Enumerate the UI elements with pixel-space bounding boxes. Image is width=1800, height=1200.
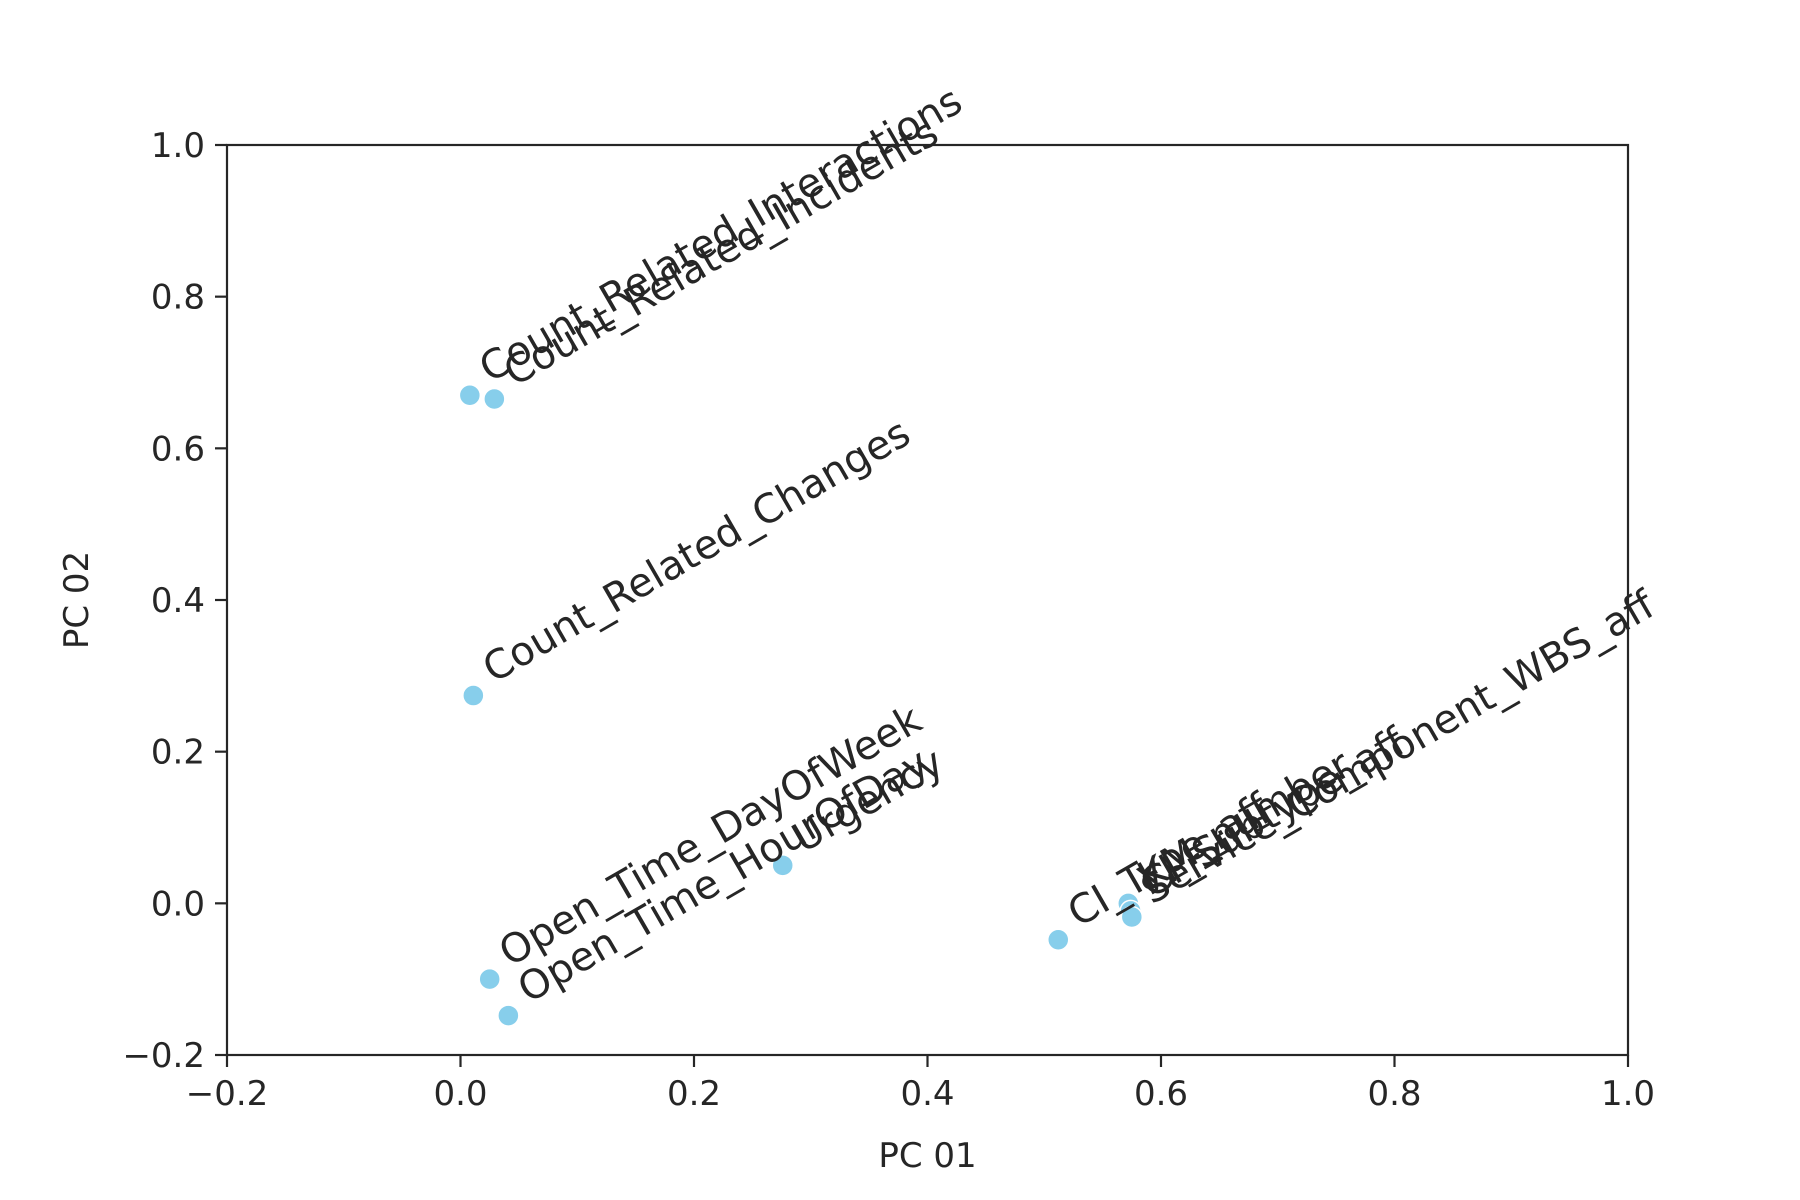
point-label: Service_Component_WBS_aff [1134,581,1664,913]
point-label: Count_Related_Incidents [496,109,946,395]
y-tick-label: 0.8 [151,278,205,318]
scatter-point [771,854,794,877]
point-label: Open_Time_DayOfWeek [492,696,930,976]
x-tick-label: 1.0 [1601,1074,1655,1114]
y-axis-label: PC 02 [57,551,97,649]
x-tick-label: 0.4 [900,1074,954,1114]
scatter-point [483,387,506,411]
y-tick-label: 0.6 [151,429,205,469]
x-tick-label: 0.2 [667,1074,721,1114]
point-label: Count_Related_Changes [475,410,918,692]
points-layer [458,384,1144,1027]
y-tick-label: −0.2 [122,1036,205,1076]
scatter-point [1047,928,1070,951]
scatter-point [1120,905,1144,929]
point-labels-layer: Count_Related_InteractionsCount_Related_… [472,78,1664,1012]
x-axis-ticks: −0.2 0.0 0.2 0.4 0.6 0.8 1.0 [186,1055,1655,1114]
x-tick-label: 0.0 [433,1074,487,1114]
x-axis-label: PC 01 [878,1136,976,1176]
scatter-point [462,684,485,707]
y-tick-label: 0.2 [151,733,205,773]
scatter-point [478,967,501,991]
y-axis-ticks: −0.2 0.0 0.2 0.4 0.6 0.8 1.0 [122,126,227,1076]
plot-frame [225,143,1630,1057]
y-tick-label: 1.0 [151,126,205,166]
x-tick-label: 0.6 [1134,1074,1188,1114]
y-tick-label: 0.4 [151,581,205,621]
scatter-point [497,1004,520,1027]
x-tick-label: −0.2 [186,1074,269,1114]
scatter-point [458,384,482,407]
x-tick-label: 0.8 [1367,1074,1421,1114]
y-tick-label: 0.0 [151,884,205,924]
